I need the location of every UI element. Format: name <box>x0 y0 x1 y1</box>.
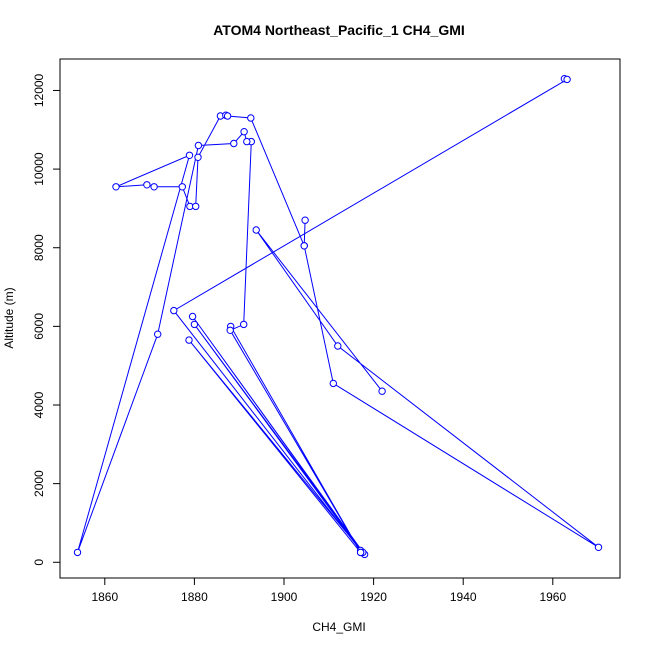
data-point <box>143 181 151 189</box>
data-point <box>378 387 386 395</box>
x-tick-label: 1880 <box>181 590 208 604</box>
y-axis-label: Altitude (m) <box>2 287 16 348</box>
data-point <box>194 153 202 162</box>
series-line <box>77 78 599 555</box>
series-layer <box>73 75 603 559</box>
y-tick-label: 10000 <box>32 152 46 186</box>
x-tick-label: 1940 <box>450 590 477 604</box>
data-point <box>178 183 187 191</box>
data-point <box>230 139 238 148</box>
data-point <box>329 379 337 388</box>
data-point <box>247 114 255 122</box>
data-point <box>594 543 603 551</box>
y-tick-label: 12000 <box>32 73 46 107</box>
x-tick-label: 1860 <box>91 590 118 604</box>
data-point <box>190 320 199 329</box>
plot-frame <box>59 58 621 579</box>
data-point <box>240 128 248 136</box>
chart-title: ATOM4 Northeast_Pacific_1 CH4_GMI <box>213 22 465 38</box>
y-tick-label: 8000 <box>32 234 46 261</box>
data-point <box>223 112 232 120</box>
data-point <box>188 312 197 321</box>
x-tick-label: 1920 <box>360 590 387 604</box>
data-point <box>194 141 203 150</box>
data-point <box>112 183 120 191</box>
data-point <box>192 202 200 211</box>
data-point <box>170 306 178 315</box>
x-tick-label: 1960 <box>539 590 566 604</box>
data-point <box>154 330 162 338</box>
data-point <box>73 548 82 557</box>
data-point <box>334 342 342 350</box>
data-point <box>240 320 248 329</box>
y-axis: 0 2000 4000 6000 8000 10000 12000 <box>32 73 61 566</box>
data-point <box>185 151 194 160</box>
y-tick-label: 0 <box>32 559 46 566</box>
y-tick-label: 6000 <box>32 313 46 340</box>
y-tick-label: 2000 <box>32 470 46 497</box>
data-point <box>150 183 158 191</box>
data-point <box>243 137 251 146</box>
x-axis-label: CH4_GMI <box>312 620 365 634</box>
data-point <box>185 336 193 344</box>
data-point <box>356 548 365 557</box>
data-point <box>563 75 571 84</box>
x-axis: 1860 1880 1900 1920 1940 1960 <box>91 577 566 604</box>
data-point <box>301 216 309 224</box>
data-point <box>226 326 234 334</box>
data-point <box>252 226 260 234</box>
y-tick-label: 4000 <box>32 391 46 418</box>
x-tick-label: 1900 <box>271 590 298 604</box>
data-point <box>300 242 308 250</box>
